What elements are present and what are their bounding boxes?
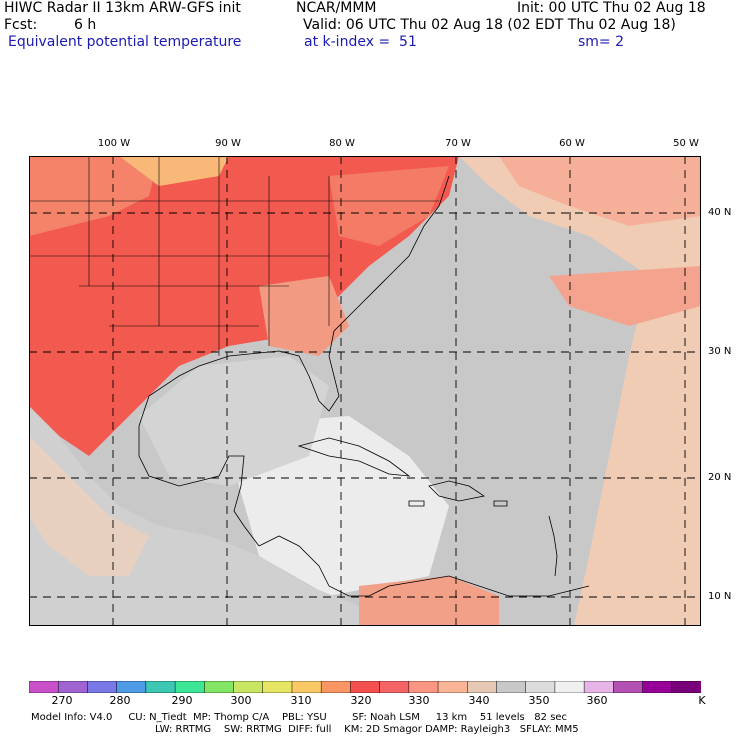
mexico-warm-patch [29,436,149,576]
colorbar-swatch [262,681,293,693]
lesser-antilles [548,515,558,577]
colorbar-swatch [145,681,176,693]
theta-e-map [29,156,701,626]
colorbar-swatch [233,681,264,693]
colorbar-swatch [57,681,89,693]
colorbar-tick: 280 [109,694,131,707]
colorbar-swatch [496,681,527,693]
gulf-field [139,356,329,486]
colorbar-tick: 310 [290,694,312,707]
init-time: Init: 00 UTC Thu 02 Aug 18 [517,0,706,16]
lon-label-50w: 50 W [673,138,699,149]
colorbar-tick: 350 [528,694,550,707]
lon-label-90w: 90 W [215,138,241,149]
forecast-hour: 6 h [74,17,97,33]
colorbar-swatch [437,681,469,693]
colorbar-swatch [467,681,498,693]
northeast-field [329,166,449,246]
lat-label-40n: 40 N [708,207,732,218]
center-label: NCAR/MMM [296,0,377,16]
atlantic-warm-field [459,156,701,626]
colorbar-swatch [379,681,410,693]
coastlines [138,175,590,597]
plains-field [29,156,159,236]
colorbar-tick: 300 [230,694,252,707]
colorbar-tick: 330 [408,694,430,707]
colorbar-swatch [554,681,585,693]
puerto-rico [493,500,508,507]
colorbar-swatch [291,681,322,693]
colorbar-swatch [320,681,352,693]
forecast-label: Fcst: [4,17,38,33]
colorbar-swatch [350,681,381,693]
model-title: HIWC Radar II 13km ARW-GFS init [4,0,241,16]
colorbar-swatch [174,681,206,693]
lon-label-70w: 70 W [445,138,471,149]
colorbar-swatch [29,681,59,693]
colorbar-swatch [671,681,701,693]
colorbar-swatch [408,681,439,693]
field-name: Equivalent potential temperature [8,34,242,50]
colorbar-tick: 270 [51,694,73,707]
lat-lon-grid [29,156,701,626]
colorbar-swatch [87,681,118,693]
lat-label-30n: 30 N [708,346,732,357]
lon-label-100w: 100 W [97,138,131,149]
colorbar-swatch [583,681,615,693]
colorbar-swatch [613,681,644,693]
state-borders [29,156,439,356]
north-atlantic-band [499,156,701,226]
central-south-america-coast [258,535,590,597]
map-frame [29,156,701,626]
southeast-field [259,276,349,356]
smoothing-label: sm= 2 [578,34,625,50]
hispaniola [428,480,486,502]
colorbar-swatch [642,681,673,693]
cuba [297,437,411,477]
lat-label-10n: 10 N [708,591,732,602]
lon-label-80w: 80 W [329,138,355,149]
north-border-field [119,156,229,186]
atlantic-plume [549,266,701,326]
colorbar-swatch [116,681,147,693]
valid-time: Valid: 06 UTC Thu 02 Aug 18 (02 EDT Thu … [303,17,676,33]
level-label: at k-index = 51 [304,34,417,50]
jamaica [408,500,425,507]
us-mexico-coast [138,175,450,547]
colorbar-swatch [525,681,556,693]
colorbar-tick: 360 [586,694,608,707]
model-info-line2: LW: RRTMG SW: RRTMG DIFF: full KM: 2D Sm… [155,724,579,735]
venezuela-field [359,576,499,626]
colorbar-tick: 320 [350,694,372,707]
colorbar [29,681,701,693]
colorbar-tick: 290 [171,694,193,707]
lon-label-60w: 60 W [559,138,585,149]
colorbar-swatch [204,681,235,693]
colorbar-unit: K [698,694,706,707]
lat-label-20n: 20 N [708,472,732,483]
colorbar-tick: 340 [468,694,490,707]
model-info-line1: Model Info: V4.0 CU: N_Tiedt MP: Thomp C… [31,712,568,723]
